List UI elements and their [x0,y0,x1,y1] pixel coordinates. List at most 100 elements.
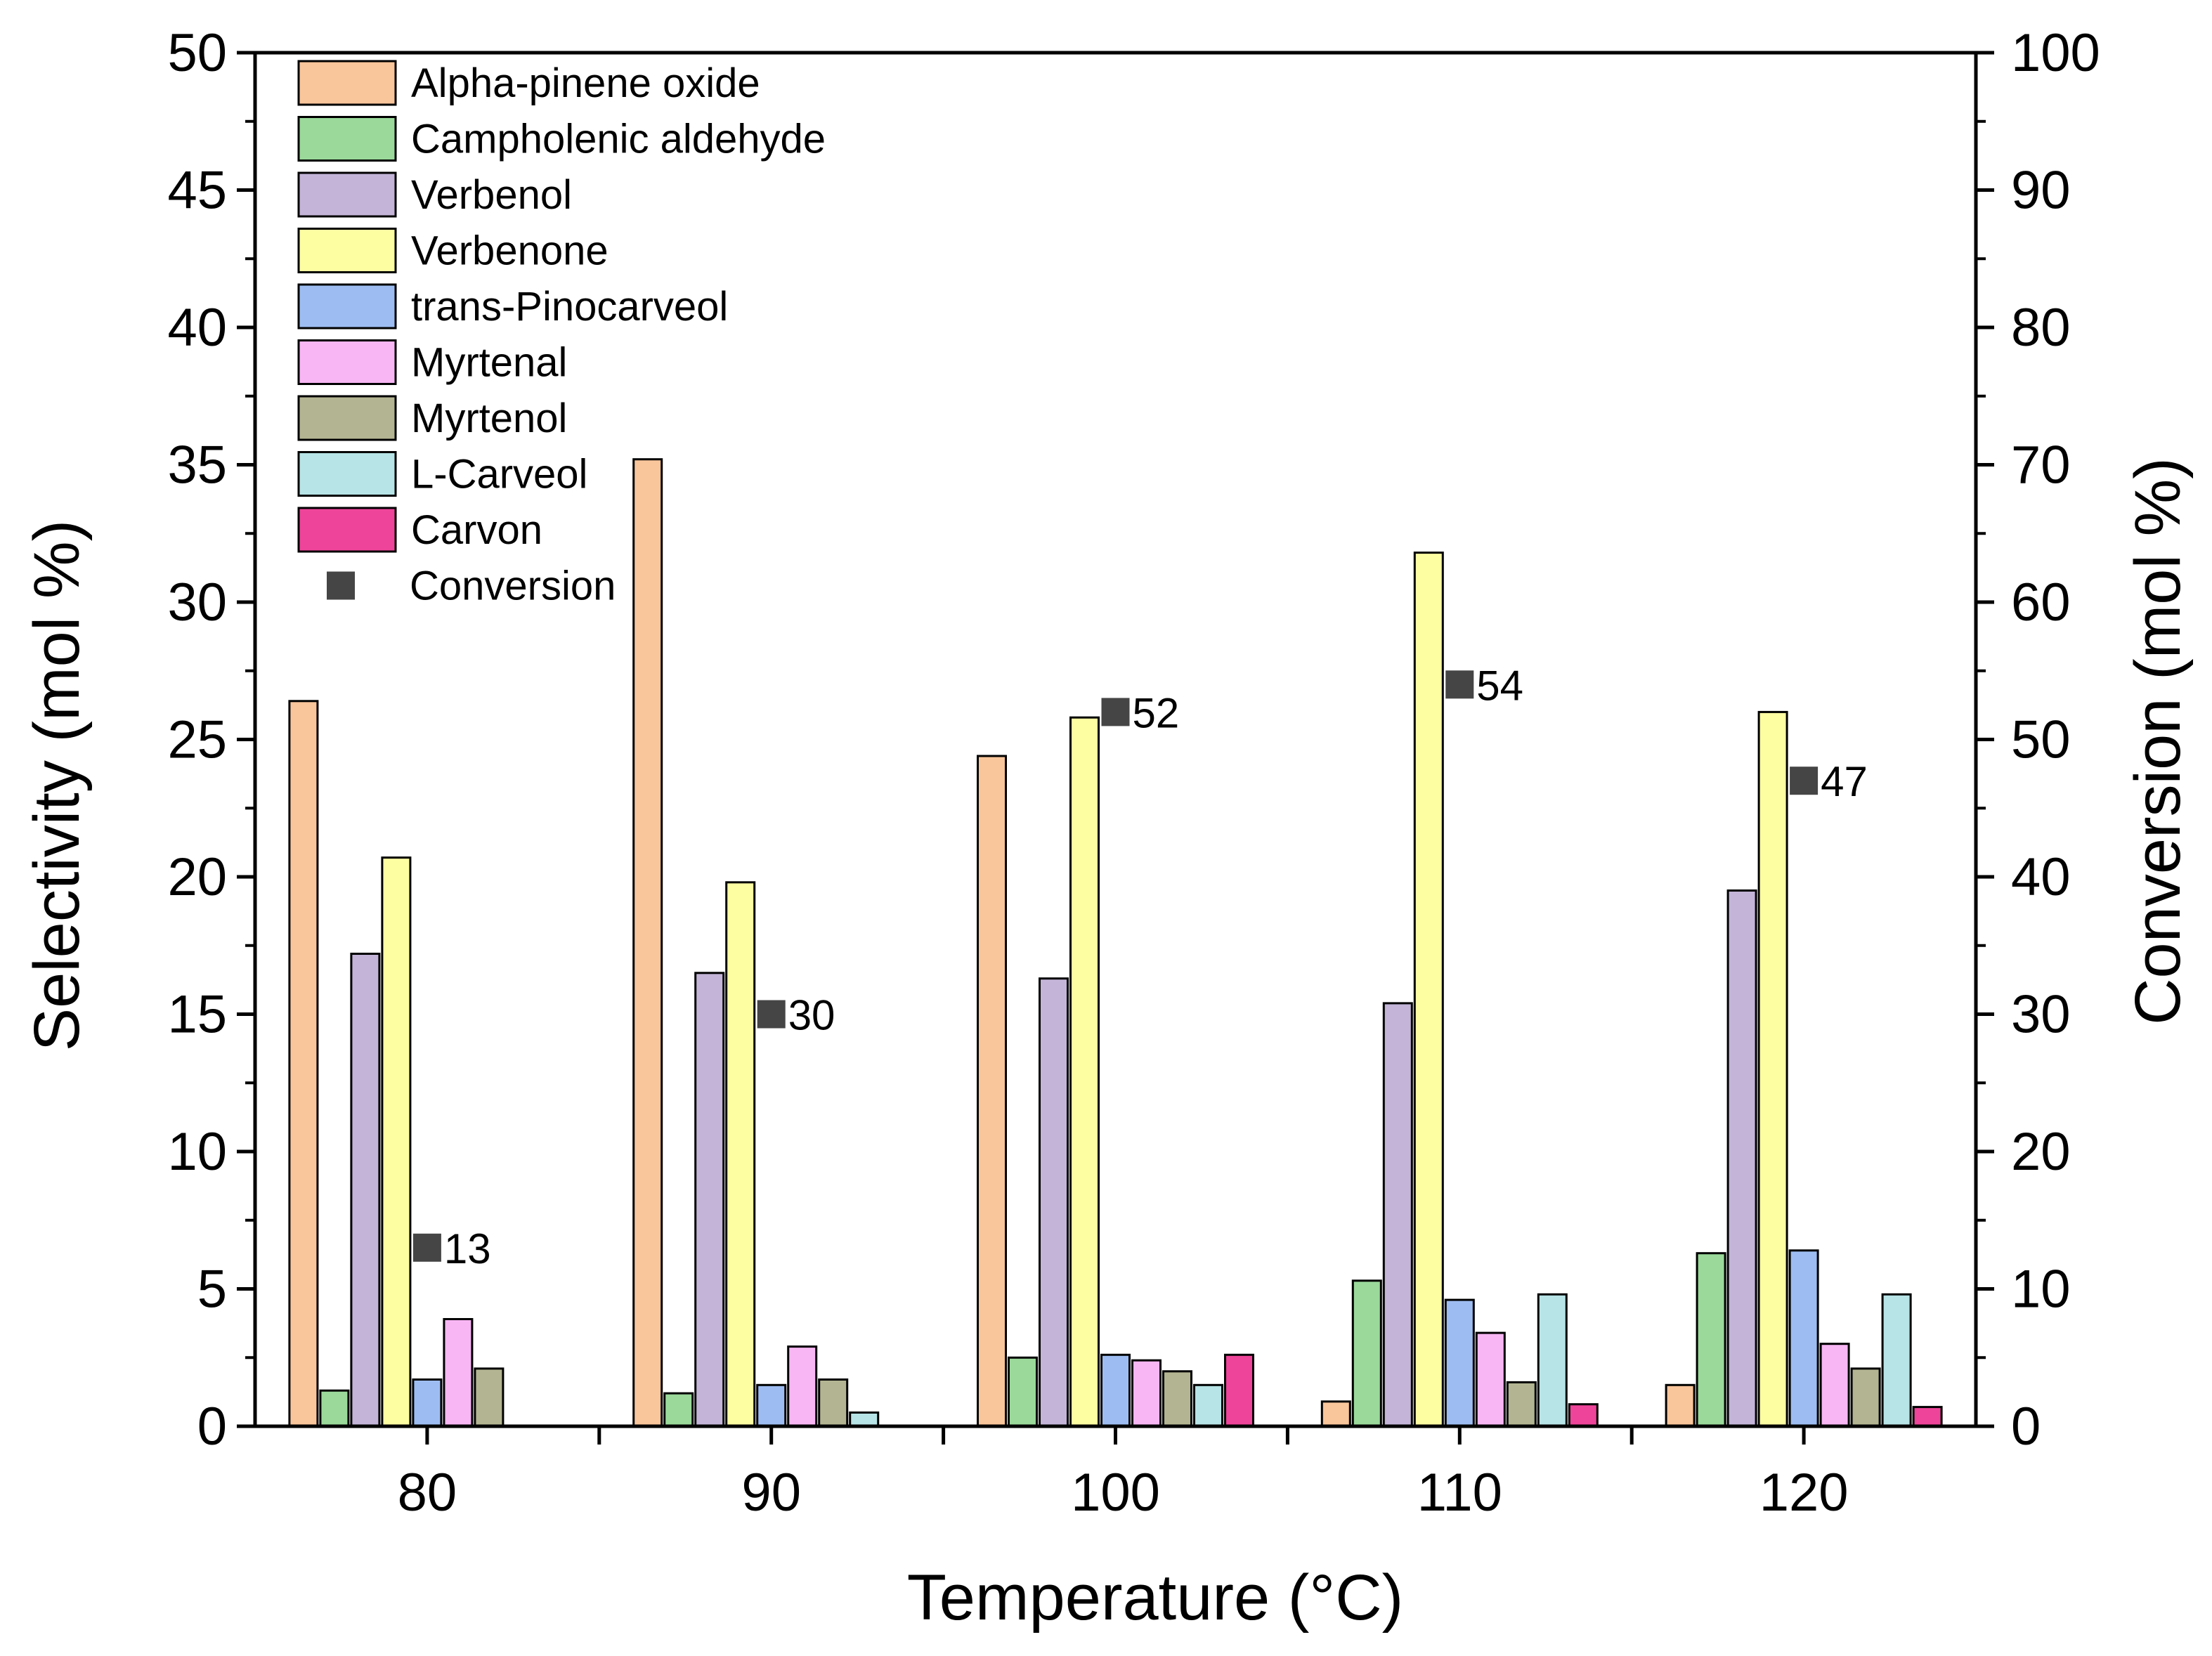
y-tick-label-5: 5 [197,1260,227,1319]
y2-tick-label-60: 60 [2011,573,2071,632]
y2-tick-label-0: 0 [2011,1397,2041,1456]
bar-l-carveol-110 [1537,1293,1568,1428]
bar-myrtenal-90 [787,1345,818,1428]
bar-l-carveol-100 [1193,1383,1223,1428]
bar-campholenic-aldehyde-100 [1008,1356,1038,1428]
legend-swatch-alpha-pinene-oxide [297,60,397,106]
bar-trans-pinocarveol-110 [1444,1298,1475,1428]
bar-trans-pinocarveol-80 [412,1378,443,1428]
x-axis-title: Temperature (°C) [907,1562,1404,1634]
bar-campholenic-aldehyde-80 [319,1389,350,1428]
legend-swatch-myrtenol [297,395,397,441]
bar-myrtenol-120 [1850,1367,1881,1428]
bar-verbenone-120 [1757,710,1788,1428]
conversion-point-90 [757,1000,786,1029]
bar-alpha-pinene-oxide-90 [632,458,663,1428]
conversion-label-100: 52 [1133,689,1180,736]
bar-verbenone-100 [1069,716,1100,1428]
bar-myrtenol-100 [1162,1370,1192,1428]
y-tick-label-10: 10 [167,1122,227,1182]
bar-myrtenal-100 [1131,1359,1162,1428]
conversion-label-110: 54 [1476,662,1523,709]
bar-trans-pinocarveol-120 [1788,1249,1819,1428]
bar-verbenone-90 [725,881,756,1428]
conversion-label-120: 47 [1821,758,1868,805]
y2-tick-label-50: 50 [2011,710,2071,770]
legend-label-conversion: Conversion [410,563,616,609]
x-tick-label-90: 90 [741,1463,801,1523]
legend-label-myrtenol: Myrtenol [411,396,567,441]
bar-verbenol-90 [694,972,725,1428]
conversion-point-80 [412,1233,441,1262]
bar-verbenol-80 [350,953,381,1428]
bar-campholenic-aldehyde-120 [1696,1252,1726,1428]
y2-tick-label-100: 100 [2011,23,2100,83]
y2-axis-title: Conversion (mol %) [2122,457,2194,1025]
y2-tick-label-20: 20 [2011,1122,2071,1182]
legend-label-alpha-pinene-oxide: Alpha-pinene oxide [411,60,760,106]
conversion-point-110 [1445,670,1474,699]
legend-label-carvon: Carvon [411,507,542,553]
bar-carvon-110 [1568,1403,1599,1428]
y-tick-label-15: 15 [167,985,227,1045]
bar-trans-pinocarveol-90 [756,1383,787,1428]
y2-tick-label-70: 70 [2011,436,2071,495]
bar-l-carveol-120 [1881,1293,1912,1428]
y2-tick-label-30: 30 [2011,985,2071,1045]
conversion-label-90: 30 [788,992,835,1039]
legend-label-verbenol: Verbenol [411,172,572,218]
legend-label-myrtenal: Myrtenal [411,340,567,386]
bar-carvon-100 [1224,1353,1254,1428]
bar-campholenic-aldehyde-110 [1351,1279,1382,1428]
bar-alpha-pinene-oxide-110 [1320,1400,1351,1428]
bar-myrtenol-110 [1506,1381,1537,1428]
x-tick-label-110: 110 [1417,1463,1502,1523]
x-tick-label-100: 100 [1071,1463,1160,1523]
conversion-point-120 [1790,767,1819,795]
y-tick-label-25: 25 [167,710,227,770]
y-tick-label-45: 45 [167,161,227,221]
bar-verbenone-80 [381,856,412,1428]
legend: Alpha-pinene oxide Campholenic aldehyde Ve… [297,60,826,609]
bar-verbenol-110 [1382,1002,1413,1428]
conversion-layer: 13 30 52 54 47 [412,662,1868,1272]
bar-verbenol-100 [1039,977,1069,1428]
y2-tick-label-10: 10 [2011,1260,2071,1319]
y2-tick-label-40: 40 [2011,847,2071,907]
bar-trans-pinocarveol-100 [1100,1353,1131,1428]
legend-label-trans-pinocarveol: trans-Pinocarveol [411,284,728,330]
bar-myrtenol-80 [474,1367,505,1428]
legend-swatch-verbenol [297,171,397,218]
legend-swatch-verbenone [297,228,397,273]
legend-swatch-campholenic-aldehyde [297,116,397,162]
y-tick-label-35: 35 [167,436,227,495]
bar-verbenone-110 [1413,552,1444,1428]
y-tick-label-0: 0 [197,1397,227,1456]
bar-myrtenol-90 [818,1378,849,1428]
legend-swatch-myrtenal [297,339,397,385]
bars-layer [288,458,1943,1428]
legend-label-verbenone: Verbenone [411,228,609,274]
y-tick-label-40: 40 [167,298,227,358]
conversion-point-100 [1101,698,1130,726]
bar-campholenic-aldehyde-90 [663,1392,694,1428]
y-tick-label-20: 20 [167,847,227,907]
bar-myrtenal-120 [1819,1343,1850,1428]
y-axis-title: Selectivity (mol %) [21,520,93,1052]
axes-layer: 0 5 10 15 20 25 30 35 40 45 50 0 10 20 30 40 50 60 70 80 90 1… [167,23,2100,1523]
bar-l-carveol-90 [849,1411,880,1428]
y-tick-label-30: 30 [167,573,227,632]
conversion-label-80: 13 [444,1225,491,1272]
legend-swatch-trans-pinocarveol [297,283,397,330]
y2-tick-label-80: 80 [2011,298,2071,358]
bar-alpha-pinene-oxide-120 [1665,1383,1696,1428]
bar-myrtenal-80 [443,1318,474,1428]
legend-swatch-l-carveol [297,451,397,497]
legend-swatch-carvon [297,507,397,553]
bar-myrtenal-110 [1475,1331,1506,1428]
bar-alpha-pinene-oxide-100 [977,755,1007,1428]
legend-label-l-carveol: L-Carveol [411,452,587,497]
bar-verbenol-120 [1726,889,1757,1428]
